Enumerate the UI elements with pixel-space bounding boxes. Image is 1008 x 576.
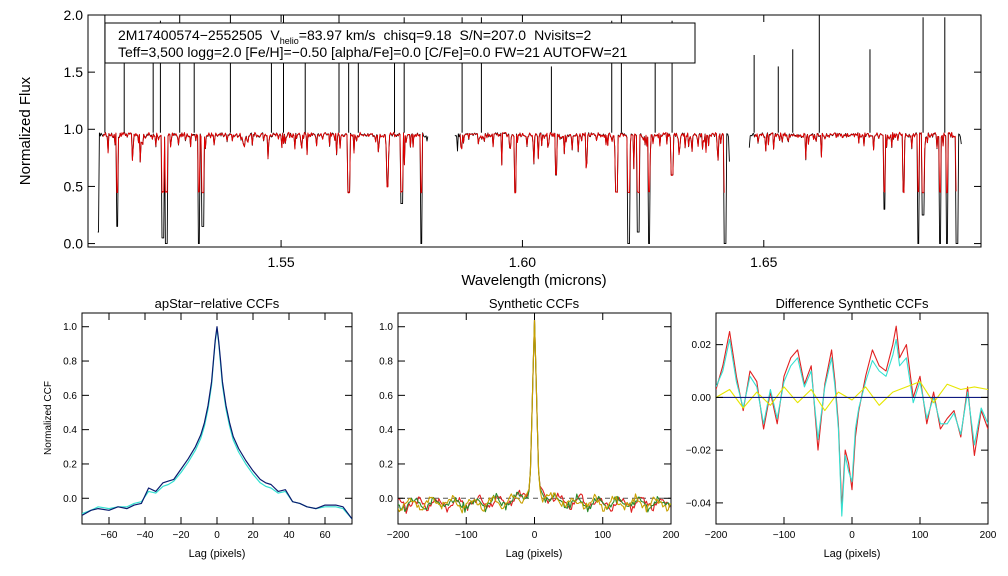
synthetic-ccf-axis-ticks: −200 −100 0 100 200 0.0 0.2 0.4 0.6 0.8 1.0 [379, 313, 680, 541]
synthetic-ccf-title: Synthetic CCFs [489, 296, 580, 311]
y-tick-label: 1.0 [64, 121, 84, 137]
snr: S/N=207.0 [460, 27, 527, 43]
difference-ccf-title: Difference Synthetic CCFs [776, 296, 929, 311]
model-spectrum-chip-1 [102, 131, 424, 194]
x-tick-label: −40 [137, 530, 154, 541]
x-tick-label: −100 [773, 530, 796, 541]
spectrum-ylabel: Normalized Flux [17, 76, 34, 185]
y-tick-label: −0.02 [686, 446, 712, 457]
difference-ccf-panel: Difference Synthetic CCFs Lag (pixels) −… [686, 296, 997, 560]
apstar-ccf-series [82, 326, 352, 520]
y-tick-label: 0.4 [379, 425, 393, 436]
synthetic-ccf-xlabel: Lag (pixels) [506, 548, 563, 560]
difference-ccf-yellow [716, 381, 988, 412]
difference-ccf-cyan [716, 338, 988, 517]
x-tick-label: 100 [912, 530, 929, 541]
x-tick-label: 60 [319, 530, 331, 541]
x-tick-label: 200 [663, 530, 680, 541]
y-tick-label: 0.6 [63, 391, 77, 402]
apstar-ccf-ylabel: Normalized CCF [43, 381, 54, 455]
y-tick-label: 0.2 [379, 459, 393, 470]
nvisits: Nvisits=2 [534, 27, 591, 43]
x-tick-label: −200 [705, 530, 728, 541]
x-tick-label: 1.55 [267, 254, 294, 270]
x-tick-label: −200 [387, 530, 410, 541]
x-tick-label: 0 [849, 530, 855, 541]
y-tick-label: 1.5 [64, 64, 84, 80]
x-tick-label: 0 [214, 530, 220, 541]
synthetic-ccf-panel: Synthetic CCFs Lag (pixels) −200 −100 0 100… [379, 296, 680, 560]
x-tick-label: −20 [173, 530, 190, 541]
model-spectrum-chip-3 [754, 131, 957, 194]
apstar-ccf-axis-ticks: −60 −40 −20 0 20 40 60 0.0 0.2 0.4 0.6 0.8 1.0 [63, 313, 352, 541]
x-tick-label: 40 [283, 530, 295, 541]
apstar-ccf-frame [81, 312, 353, 525]
x-tick-label: 1.60 [509, 254, 536, 270]
y-tick-label: 0.4 [63, 425, 77, 436]
x-tick-label: 200 [980, 530, 997, 541]
y-tick-label: 0.8 [379, 357, 393, 368]
apstar-ccf-panel: apStar−relative CCFs Normalized CCF Lag … [43, 296, 353, 560]
spectrum-axis-ticks: 1.55 1.60 1.65 0.0 0.5 1.0 1.5 2.0 [64, 7, 981, 270]
x-tick-label: 20 [247, 530, 259, 541]
y-tick-label: 0.0 [379, 494, 393, 505]
vhelio-subscript: helio [280, 36, 299, 46]
header-box [104, 22, 696, 64]
y-tick-label: 0.00 [692, 393, 712, 404]
header-line-2: Teff=3,500 logg=2.0 [Fe/H]=−0.50 [alpha/… [118, 44, 627, 60]
chisq: chisq=9.18 [383, 27, 451, 43]
y-tick-label: 0.0 [64, 235, 84, 251]
x-tick-label: 100 [594, 530, 611, 541]
x-tick-label: −60 [101, 530, 118, 541]
y-tick-label: 0.6 [379, 391, 393, 402]
header-line-1: 2M17400574−2552505 Vhelio=83.97 km/s chisq… [118, 27, 592, 46]
y-tick-label: −0.04 [686, 498, 712, 509]
model-spectrum-chip-2 [459, 131, 725, 194]
y-tick-label: 1.0 [63, 322, 77, 333]
y-tick-label: 0.8 [63, 357, 77, 368]
spectrum-xlabel: Wavelength (microns) [461, 272, 606, 289]
y-tick-label: 0.2 [63, 459, 77, 470]
ccf-visit-1 [82, 326, 352, 520]
apstar-ccf-title: apStar−relative CCFs [155, 296, 280, 311]
difference-ccf-xlabel: Lag (pixels) [824, 548, 881, 560]
y-tick-label: 0.02 [692, 340, 712, 351]
spectrum-panel: 1.55 1.60 1.65 0.0 0.5 1.0 1.5 2.0 Normalized F… [17, 7, 982, 289]
difference-ccf-series [716, 325, 988, 517]
y-tick-label: 0.5 [64, 178, 84, 194]
difference-ccf-axis-ticks: −200 −100 0 100 200 −0.04 −0.02 0.00 0.02 [686, 313, 997, 541]
x-tick-label: 1.65 [750, 254, 777, 270]
vhelio-prefix: V [270, 27, 280, 43]
apstar-ccf-xlabel: Lag (pixels) [189, 548, 246, 560]
y-tick-label: 2.0 [64, 7, 84, 23]
y-tick-label: 1.0 [379, 322, 393, 333]
star-id: 2M17400574−2552505 [118, 27, 263, 43]
x-tick-label: −100 [455, 530, 478, 541]
x-tick-label: 0 [532, 530, 538, 541]
synthetic-ccf-frame [397, 312, 672, 525]
y-tick-label: 0.0 [63, 494, 77, 505]
vhelio-value: =83.97 km/s [299, 27, 376, 43]
